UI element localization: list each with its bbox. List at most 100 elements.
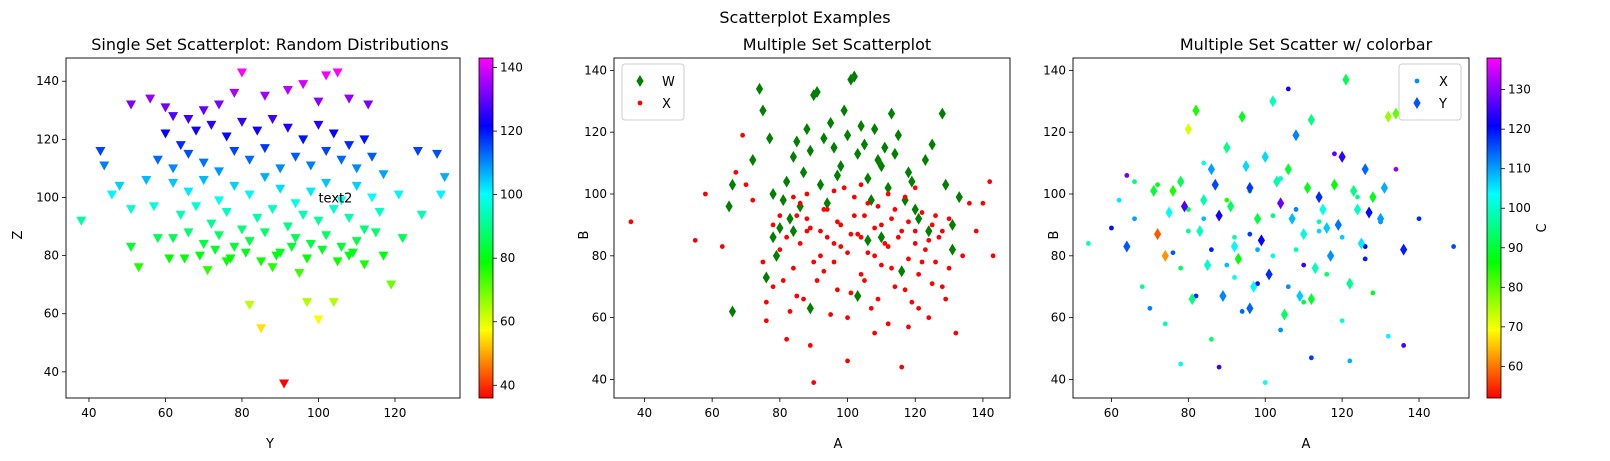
x-tick-label: 40: [81, 406, 96, 420]
data-point: [799, 166, 808, 179]
colorbar-tick-label: 80: [500, 251, 515, 265]
data-point: [1296, 290, 1304, 302]
data-point: [750, 197, 756, 203]
data-point: [813, 86, 821, 98]
data-point: [198, 176, 209, 186]
x-tick-label: 140: [1408, 406, 1431, 420]
data-point: [811, 380, 817, 385]
data-point: [1203, 259, 1212, 272]
figure-title: Scatterplot Examples: [719, 8, 890, 27]
data-point: [126, 205, 137, 215]
data-point: [259, 173, 270, 183]
data-point: [1257, 234, 1265, 247]
data-point: [1085, 241, 1091, 246]
data-point: [1246, 302, 1254, 315]
data-point: [854, 290, 862, 302]
data-point: [328, 205, 339, 215]
data-point: [862, 278, 867, 283]
data-point: [990, 253, 996, 259]
data-point: [843, 129, 852, 142]
data-point: [824, 207, 830, 212]
data-point: [267, 263, 278, 273]
data-point: [214, 196, 225, 206]
data-point: [1261, 150, 1269, 163]
data-point: [938, 107, 946, 120]
data-point: [126, 242, 137, 252]
data-point: [1338, 150, 1346, 163]
data-point: [179, 254, 190, 264]
data-point: [759, 104, 767, 117]
panel-0-xlabel: Y: [265, 437, 274, 452]
data-point: [1109, 225, 1114, 231]
x-tick-label: 60: [705, 406, 720, 420]
panel-1-legend: WX: [621, 63, 685, 121]
data-point: [1216, 364, 1222, 370]
data-point: [267, 115, 278, 125]
y-tick-label: 80: [592, 249, 607, 263]
data-point: [966, 200, 972, 206]
data-point: [891, 147, 899, 160]
data-point: [912, 241, 918, 246]
data-point: [840, 104, 848, 117]
data-point: [378, 251, 389, 261]
data-point: [336, 242, 347, 252]
data-point: [1255, 247, 1260, 253]
data-point: [1153, 228, 1162, 241]
data-point: [198, 106, 209, 116]
data-point: [344, 94, 355, 104]
data-point: [282, 85, 293, 95]
panel-1-plot-area: 40 60 80 100 120 140 40 60 80 100 120 140: [584, 57, 1011, 420]
data-point: [831, 259, 837, 265]
data-point: [898, 265, 906, 278]
data-point: [858, 234, 864, 240]
data-point: [1392, 107, 1400, 120]
data-point: [864, 172, 872, 185]
data-point: [885, 321, 891, 327]
data-point: [252, 213, 263, 223]
data-point: [1361, 163, 1369, 176]
x-tick-label: 80: [1181, 406, 1196, 420]
data-point: [789, 150, 797, 163]
data-point: [733, 169, 739, 175]
data-point: [336, 155, 347, 165]
data-point: [1284, 163, 1292, 176]
colorbar-gradient: [478, 57, 494, 399]
data-point: [1376, 212, 1385, 225]
data-point: [807, 225, 813, 231]
data-point: [374, 208, 385, 218]
data-point: [872, 253, 878, 259]
panel-2-xlabel: A: [1302, 437, 1311, 452]
data-point: [1239, 309, 1245, 314]
data-point: [313, 97, 324, 107]
colorbar-tick-label: 70: [1508, 320, 1523, 334]
data-point: [290, 152, 301, 162]
data-point: [1242, 160, 1250, 173]
data-point: [1285, 86, 1291, 92]
data-point: [916, 271, 922, 277]
data-point: [106, 190, 117, 200]
data-point: [1380, 181, 1389, 194]
data-point: [183, 115, 194, 125]
data-point: [772, 249, 781, 262]
legend-marker: [636, 75, 644, 87]
data-point: [1292, 129, 1300, 142]
data-point: [1384, 110, 1392, 123]
data-point: [168, 112, 179, 122]
data-point: [244, 301, 255, 311]
data-point: [820, 132, 828, 145]
data-point: [784, 336, 790, 342]
data-point: [939, 228, 945, 234]
data-point: [1278, 176, 1284, 181]
data-point: [1315, 191, 1323, 204]
y-tick-label: 140: [584, 63, 607, 77]
data-point: [1269, 95, 1277, 108]
y-tick-label: 40: [44, 365, 59, 379]
data-point: [806, 302, 814, 315]
x-tick-label: 120: [904, 406, 927, 420]
data-point: [928, 138, 936, 151]
data-point: [1307, 113, 1315, 126]
panel-1-frame: [613, 57, 1011, 399]
data-point: [790, 265, 796, 271]
data-point: [719, 244, 725, 249]
x-tick-label: 60: [1104, 406, 1119, 420]
